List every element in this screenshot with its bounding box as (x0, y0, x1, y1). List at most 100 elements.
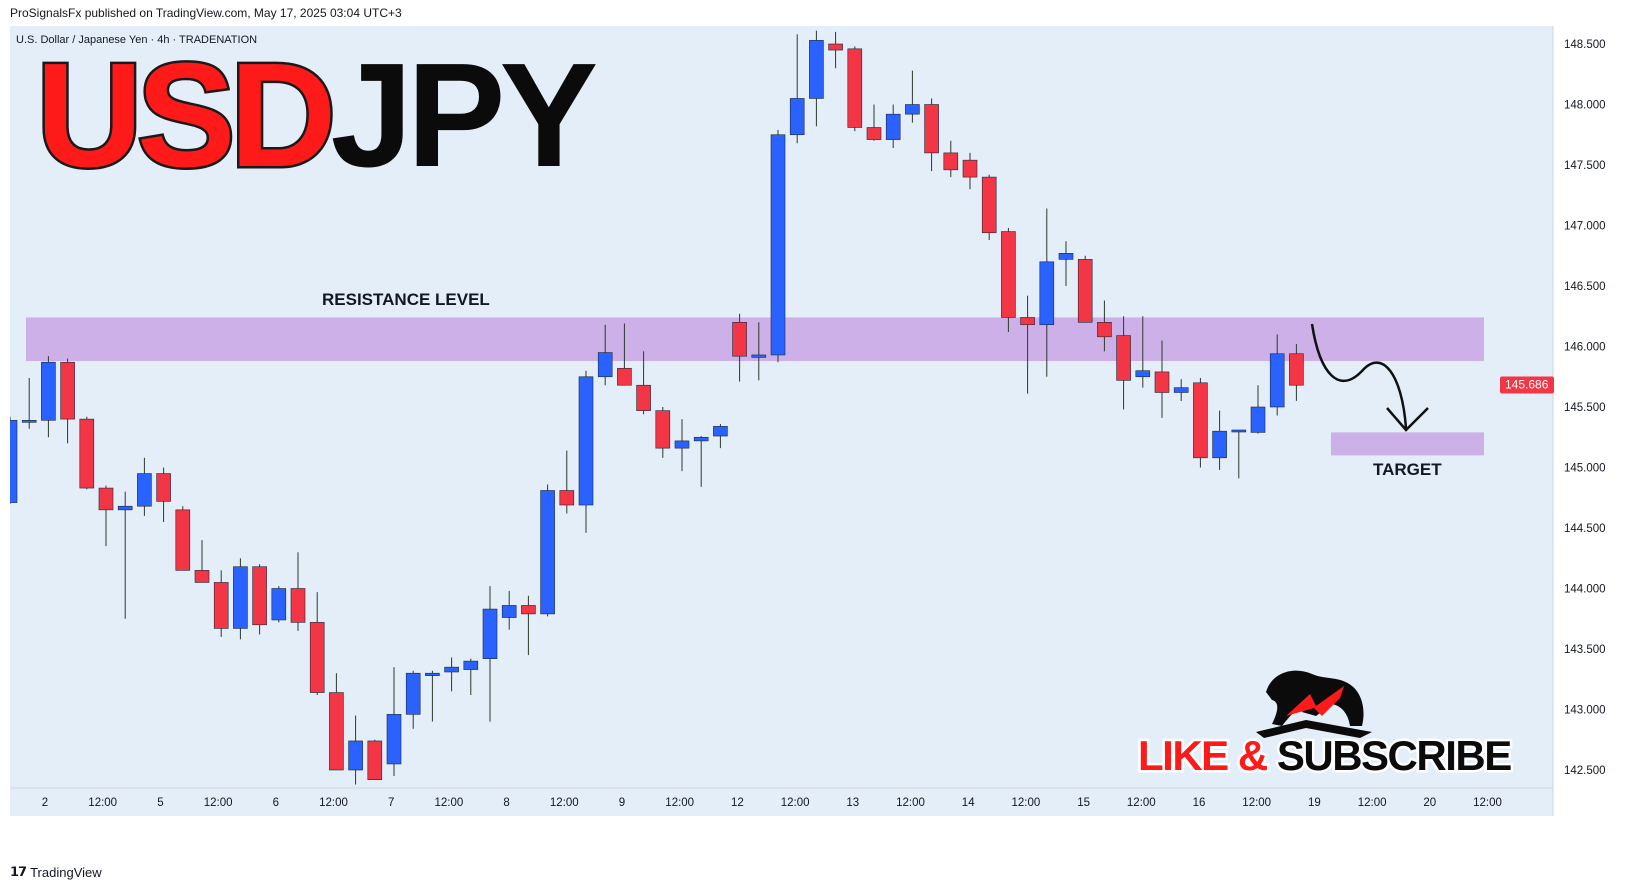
subscribe-call-to-action: LIKE & SUBSCRIBE (1138, 732, 1511, 779)
candle-body (1039, 261, 1055, 326)
candle[interactable] (597, 324, 613, 386)
candle[interactable] (521, 595, 536, 656)
candle[interactable] (444, 657, 459, 692)
candle[interactable] (10, 416, 18, 504)
candle[interactable] (1039, 208, 1055, 377)
candle-body (1154, 371, 1170, 393)
candle[interactable] (847, 46, 863, 132)
candle[interactable] (617, 323, 632, 386)
candle[interactable] (79, 416, 95, 490)
price-chart[interactable]: 142.500 143.000 143.500 144.000 144.500 145.0… (10, 26, 1633, 856)
candle-body (809, 40, 824, 99)
candle[interactable] (809, 30, 824, 127)
candle[interactable] (213, 570, 229, 637)
candle[interactable] (252, 564, 267, 635)
candle[interactable] (655, 407, 671, 458)
candle[interactable] (1173, 379, 1189, 401)
candle[interactable] (463, 658, 479, 695)
candle[interactable] (1269, 334, 1285, 416)
x-tick-label: 12:00 (1012, 797, 1041, 809)
y-tick-label: 145.500 (1564, 402, 1606, 414)
candle-body (905, 104, 920, 115)
x-tick-label: 6 (273, 797, 279, 809)
y-tick-label: 147.500 (1564, 160, 1606, 172)
candle[interactable] (41, 356, 56, 438)
candle[interactable] (693, 436, 709, 487)
candle[interactable] (1135, 316, 1151, 388)
candle-body (1135, 370, 1151, 378)
candle[interactable] (60, 358, 75, 444)
cta-subscribe: SUBSCRIBE (1277, 732, 1511, 779)
resistance-label: RESISTANCE LEVEL (322, 290, 490, 309)
candle-body (1077, 259, 1093, 323)
candle[interactable] (1154, 340, 1170, 418)
candle[interactable] (175, 506, 191, 571)
candle[interactable] (962, 152, 978, 190)
candle[interactable] (828, 31, 843, 69)
candle[interactable] (1250, 385, 1266, 434)
candle[interactable] (386, 667, 402, 777)
candle[interactable] (751, 322, 767, 381)
y-tick-label: 148.000 (1564, 100, 1606, 112)
candle[interactable] (329, 673, 344, 771)
candle[interactable] (713, 423, 728, 449)
candle[interactable] (482, 586, 498, 722)
candle[interactable] (770, 129, 786, 363)
candle-body (578, 376, 594, 506)
candle[interactable] (1231, 429, 1247, 479)
candle[interactable] (674, 419, 690, 472)
candle[interactable] (789, 34, 805, 144)
candle-body (175, 509, 191, 571)
candle[interactable] (732, 313, 747, 382)
candle[interactable] (425, 670, 440, 722)
target-label: TARGET (1373, 460, 1442, 479)
symbol-line: U.S. Dollar / Japanese Yen · 4h · TRADEN… (16, 34, 257, 46)
candle[interactable] (905, 70, 920, 123)
x-tick-label: 12:00 (781, 797, 810, 809)
candle[interactable] (1001, 227, 1016, 332)
candle[interactable] (233, 558, 248, 640)
candle[interactable] (194, 540, 210, 583)
candle-body (271, 588, 287, 621)
candle[interactable] (636, 351, 651, 415)
candle[interactable] (1020, 295, 1035, 394)
candle[interactable] (924, 98, 939, 172)
candle[interactable] (405, 670, 421, 729)
candle-body (828, 43, 843, 51)
candle[interactable] (21, 377, 37, 429)
candle[interactable] (1116, 316, 1131, 410)
candle-body (329, 692, 344, 771)
candle-body (252, 566, 267, 626)
candle[interactable] (271, 586, 287, 623)
candle[interactable] (367, 739, 383, 780)
x-tick-label: 12:00 (88, 797, 117, 809)
target-zone[interactable] (1331, 432, 1484, 456)
candle[interactable] (981, 174, 997, 241)
candle[interactable] (348, 715, 363, 785)
chart-frame[interactable]: 142.500 143.000 143.500 144.000 144.500 145.0… (10, 26, 1633, 856)
x-tick-label: 12:00 (1473, 797, 1502, 809)
candle[interactable] (1212, 410, 1227, 470)
candle[interactable] (866, 104, 882, 141)
candle[interactable] (540, 484, 555, 617)
candle[interactable] (501, 590, 517, 630)
candle[interactable] (156, 467, 171, 522)
candle[interactable] (1289, 344, 1304, 401)
candle[interactable] (98, 485, 114, 547)
tradingview-footer[interactable]: 𝟭𝟳 TradingView (10, 864, 102, 880)
candle[interactable] (137, 457, 152, 516)
candle[interactable] (309, 592, 325, 695)
candle[interactable] (1077, 255, 1093, 323)
candle[interactable] (578, 370, 594, 533)
candle[interactable] (290, 552, 306, 631)
candle[interactable] (943, 140, 959, 178)
candle[interactable] (1097, 300, 1112, 352)
candle[interactable] (1193, 377, 1208, 468)
candle[interactable] (117, 491, 133, 619)
x-tick-label: 8 (503, 797, 509, 809)
candle[interactable] (1058, 241, 1074, 286)
candle[interactable] (559, 450, 575, 514)
y-tick-label: 143.500 (1564, 644, 1606, 656)
candle[interactable] (885, 104, 901, 149)
resistance-zone[interactable] (26, 317, 1484, 362)
